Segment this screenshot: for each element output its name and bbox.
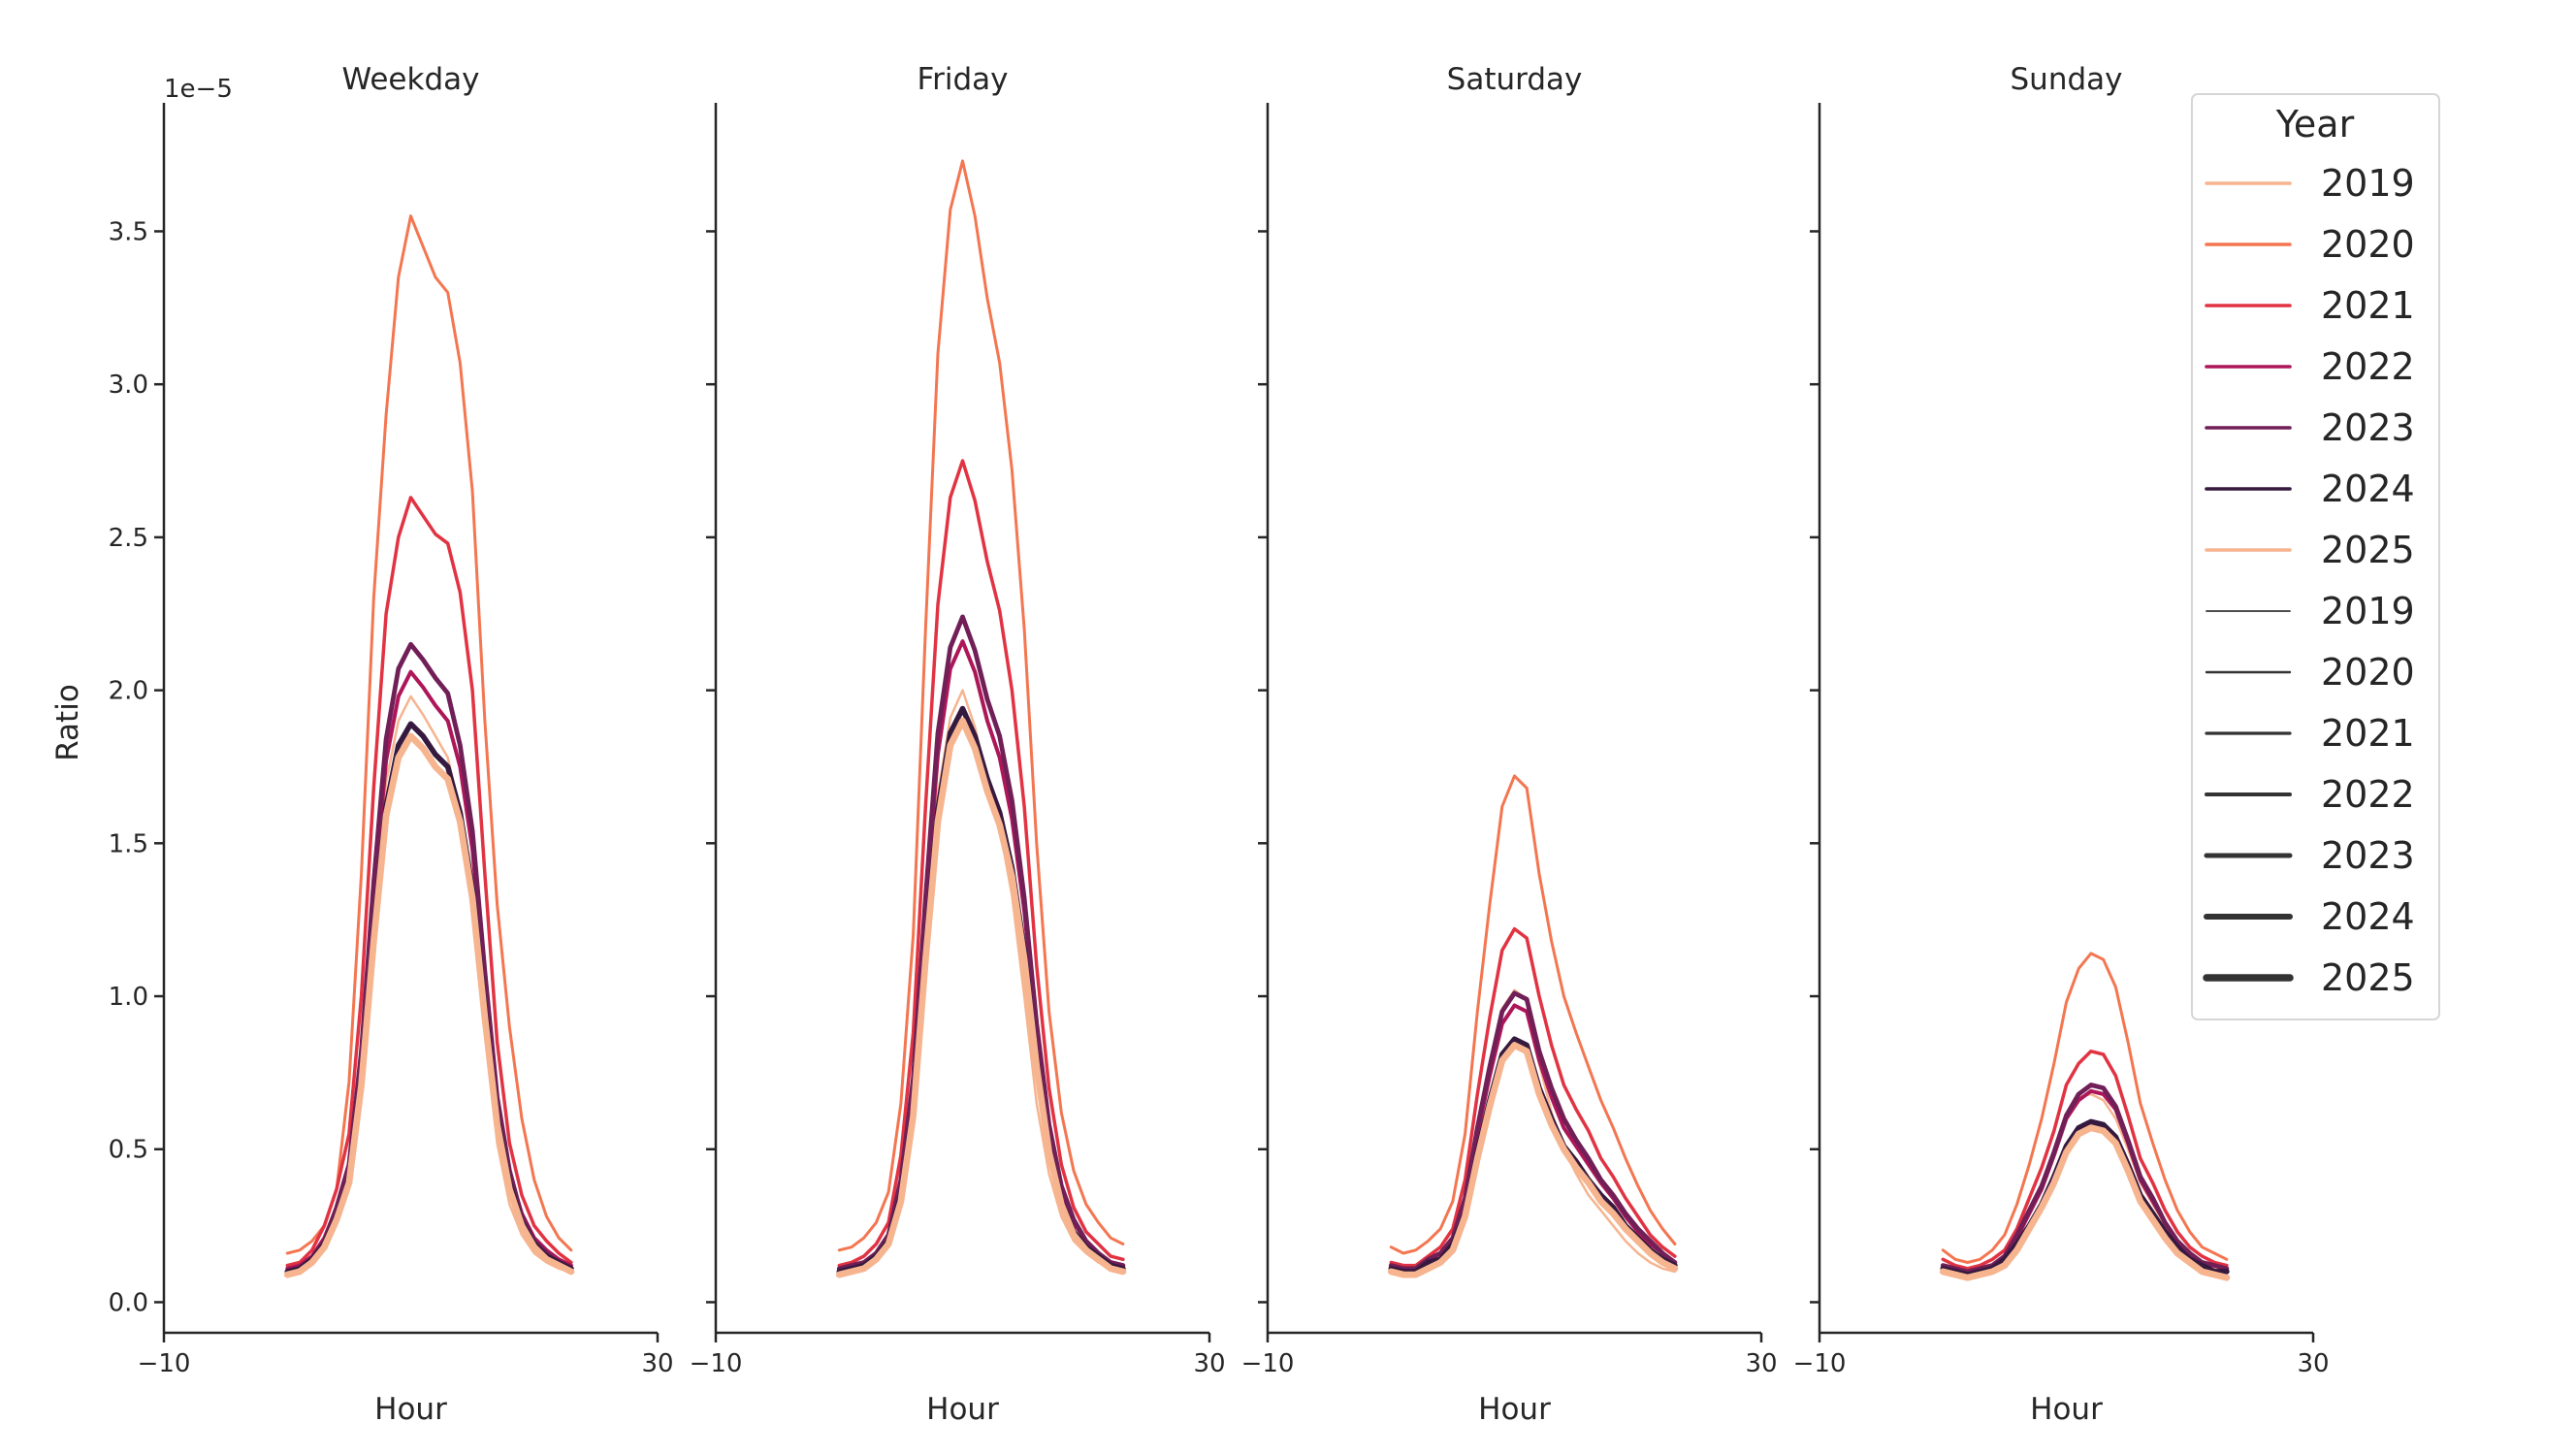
y-axis-label: Ratio <box>50 684 85 761</box>
legend-entry-hue-2025: 2025 <box>2205 529 2415 571</box>
x-tick-label: 30 <box>641 1349 673 1378</box>
legend-label: 2019 <box>2321 162 2415 205</box>
panel-saturday: Saturday −10 30 Hour <box>1241 62 1778 1427</box>
x-axis-label: Hour <box>926 1392 999 1427</box>
legend-label: 2024 <box>2321 895 2415 938</box>
series-line-2020 <box>1389 774 1677 1255</box>
legend-entry-size-2023: 2023 <box>2204 834 2415 877</box>
legend-label: 2021 <box>2321 284 2415 327</box>
y-tick-label: 0.0 <box>109 1288 148 1317</box>
legend-label: 2019 <box>2321 590 2415 632</box>
legend-entry-size-2019: 2019 <box>2206 590 2415 632</box>
legend-entry-hue-2022: 2022 <box>2205 345 2415 388</box>
panel-friday: Friday −10 30 Hour <box>690 62 1226 1427</box>
x-tick-label: 30 <box>1193 1349 1225 1378</box>
legend-entry-hue-2024: 2024 <box>2205 468 2415 510</box>
legend-label: 2020 <box>2321 223 2415 266</box>
x-tick-label: 30 <box>2297 1349 2329 1378</box>
legend-entry-size-2021: 2021 <box>2205 712 2415 755</box>
panel-weekday: Weekday 0.0 0.5 1.0 1.5 2.0 2.5 3.0 3.5 −10 30 Hour <box>109 62 674 1427</box>
legend-entry-size-2020: 2020 <box>2205 651 2415 694</box>
series-line-2021 <box>1941 1050 2229 1271</box>
x-tick-label: −10 <box>690 1349 743 1378</box>
y-tick-label: 1.0 <box>109 983 148 1012</box>
legend-label: 2025 <box>2321 956 2415 999</box>
legend-label: 2020 <box>2321 651 2415 694</box>
x-axis-label: Hour <box>1478 1392 1551 1427</box>
legend-label: 2023 <box>2321 834 2415 877</box>
series-line-2023 <box>836 614 1126 1272</box>
panel-title: Friday <box>918 62 1009 97</box>
y-tick-label: 1.5 <box>109 829 148 858</box>
legend-entry-hue-2021: 2021 <box>2205 284 2415 327</box>
panel-title: Sunday <box>2011 62 2123 97</box>
series-line-2021 <box>837 459 1125 1268</box>
series-line-2020 <box>1941 952 2229 1264</box>
series-line-2025 <box>835 717 1127 1278</box>
x-tick-label: −10 <box>1793 1349 1847 1378</box>
series-line-2021 <box>285 496 573 1268</box>
panel-title: Saturday <box>1447 62 1583 97</box>
x-tick-label: 30 <box>1745 1349 1777 1378</box>
series-line-2020 <box>837 159 1125 1252</box>
legend-entry-size-2022: 2022 <box>2205 773 2415 816</box>
legend-entry-hue-2019: 2019 <box>2205 162 2415 205</box>
legend-label: 2022 <box>2321 345 2415 388</box>
series-line-2021 <box>1389 926 1677 1268</box>
legend-entry-size-2024: 2024 <box>2204 895 2415 938</box>
panel-sunday: Sunday −10 30 Hour <box>1793 62 2330 1427</box>
series-line-2023 <box>1388 990 1678 1272</box>
legend-entry-hue-2020: 2020 <box>2205 223 2415 266</box>
x-axis-label: Hour <box>2030 1392 2103 1427</box>
legend-label: 2022 <box>2321 773 2415 816</box>
panel-title: Weekday <box>342 62 480 97</box>
legend-label: 2025 <box>2321 529 2415 571</box>
y-tick-label: 0.5 <box>109 1136 148 1165</box>
y-tick-label: 2.0 <box>109 677 148 706</box>
series-line-2025 <box>1939 1124 2231 1281</box>
legend-title: Year <box>2275 103 2355 146</box>
legend-entry-hue-2023: 2023 <box>2205 406 2415 449</box>
x-axis-label: Hour <box>374 1392 447 1427</box>
x-tick-label: −10 <box>1241 1349 1295 1378</box>
x-tick-label: −10 <box>138 1349 191 1378</box>
series-line-2025 <box>1387 1042 1679 1278</box>
legend-label: 2024 <box>2321 468 2415 510</box>
series-line-2023 <box>1940 1083 2230 1275</box>
y-tick-label: 2.5 <box>109 524 148 553</box>
legend-label: 2023 <box>2321 406 2415 449</box>
series-line-2025 <box>283 732 575 1278</box>
legend-label: 2021 <box>2321 712 2415 755</box>
y-offset-text: 1e−5 <box>164 75 233 104</box>
legend-frame <box>2191 93 2440 1020</box>
y-tick-label: 3.5 <box>109 217 148 246</box>
y-tick-label: 3.0 <box>109 371 148 400</box>
legend: Year 2019 2020 2021 2022 2023 2024 2025 2019 202… <box>2191 93 2440 1020</box>
legend-entry-size-2025: 2025 <box>2203 956 2415 999</box>
